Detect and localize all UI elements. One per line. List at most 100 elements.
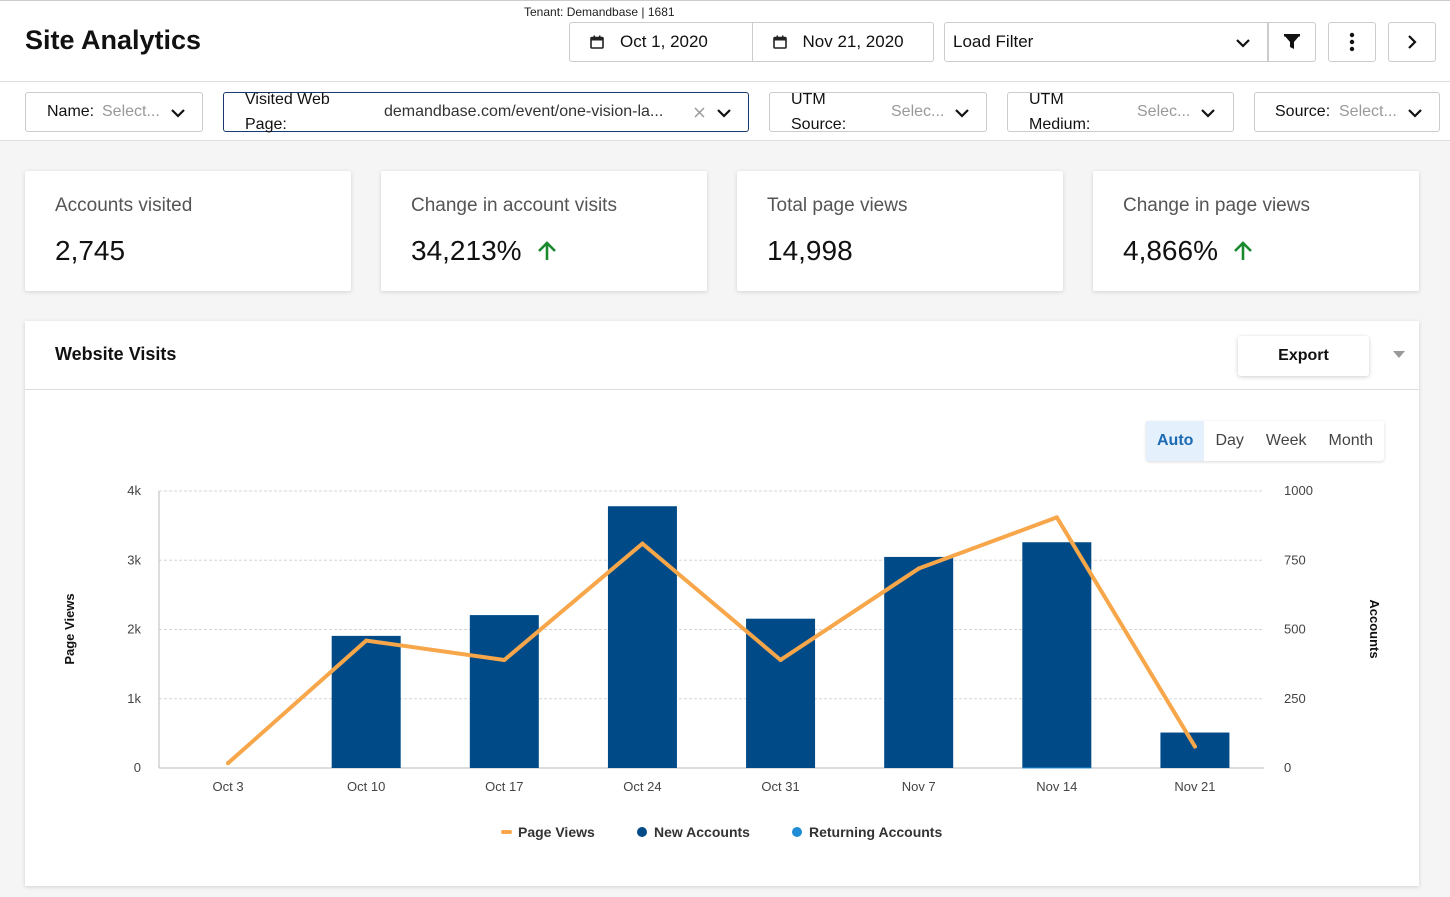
kpi-label: Change in account visits: [411, 195, 617, 216]
chevron-right-icon: [1408, 35, 1417, 49]
panel-title: Website Visits: [55, 344, 177, 364]
legend-label: Returning Accounts: [809, 824, 943, 840]
load-filter-select[interactable]: Load Filter: [944, 22, 1268, 62]
panel-menu-caret-icon[interactable]: [1393, 351, 1405, 358]
source-filter-label: Source:: [1275, 103, 1331, 120]
calendar-icon: [772, 35, 787, 49]
utm-medium-value: Selec...: [1137, 103, 1191, 120]
x-tick-label: Oct 10: [347, 779, 385, 794]
y-right-tick-label: 1000: [1284, 483, 1313, 498]
x-tick-label: Nov 7: [902, 779, 936, 794]
point-page-views: [640, 541, 645, 546]
kpi-value: 2,745: [55, 235, 126, 266]
kpi-value-row: 4,866%: [1123, 235, 1254, 267]
y-left-axis-title: Page Views: [62, 593, 77, 664]
x-tick-label: Nov 21: [1174, 779, 1215, 794]
website-visits-chart: 0 0 1k 250 2k 500 3k 750 4k 1000 Page Views Account…: [62, 483, 1382, 794]
kpi-label: Change in page views: [1123, 195, 1310, 216]
filter-icon: [1284, 34, 1300, 49]
point-page-views: [226, 761, 231, 766]
y-left-tick-label: 1k: [127, 691, 141, 706]
bar-new-accounts: [331, 635, 401, 768]
start-date-field[interactable]: Oct 1, 2020: [570, 23, 752, 61]
granularity-month[interactable]: Month: [1328, 432, 1373, 449]
kpi-value: 34,213%: [411, 235, 522, 266]
point-page-views: [916, 566, 921, 571]
next-button[interactable]: [1388, 22, 1436, 62]
chevron-down-icon: [1408, 109, 1422, 118]
y-right-tick-label: 0: [1284, 760, 1291, 775]
x-tick-label: Oct 3: [213, 779, 244, 794]
utm-source-filter[interactable]: UTM Source: Selec...: [769, 91, 987, 133]
granularity-week[interactable]: Week: [1265, 432, 1307, 449]
visited-page-label-line1: Visited Web: [245, 91, 330, 108]
kpi-value: 4,866%: [1123, 235, 1218, 266]
legend-label: New Accounts: [654, 824, 750, 840]
calendar-icon: [590, 35, 604, 49]
bar-new-accounts: [1160, 732, 1230, 768]
name-filter-label: Name:: [47, 103, 95, 120]
date-range-picker[interactable]: Oct 1, 2020 Nov 21, 2020: [569, 22, 934, 62]
x-tick-label: Oct 24: [623, 779, 661, 794]
kpi-value-row: 14,998: [767, 235, 853, 267]
legend-swatch: [637, 827, 647, 837]
y-right-tick-label: 250: [1284, 691, 1306, 706]
page-header: Site Analytics Tenant: Demandbase | 1681…: [0, 0, 1450, 82]
point-page-views: [778, 657, 783, 662]
name-filter[interactable]: Name: Select...: [25, 92, 203, 132]
more-options-button[interactable]: [1328, 22, 1376, 62]
tenant-label: Tenant: Demandbase | 1681: [524, 5, 675, 19]
y-left-tick-label: 3k: [127, 552, 141, 567]
more-vertical-icon: [1349, 32, 1355, 52]
kpi-label: Total page views: [767, 195, 908, 216]
point-page-views: [502, 657, 507, 662]
chevron-down-icon: [955, 109, 969, 118]
name-filter-value: Select...: [102, 103, 160, 120]
website-visits-panel: Website Visits Export Auto Day Week Mont…: [25, 321, 1419, 886]
source-filter-value: Select...: [1339, 103, 1397, 120]
granularity-auto[interactable]: Auto: [1146, 421, 1205, 461]
kpi-value: 14,998: [767, 235, 853, 266]
chevron-down-icon: [1236, 39, 1250, 48]
legend-returning-accounts[interactable]: Returning Accounts: [792, 824, 942, 840]
filter-bar: Name: Select... Visited Web Page: demand…: [0, 82, 1450, 141]
kpi-card-accounts-visited: Accounts visited 2,745: [25, 171, 351, 291]
bar-returning-accounts: [1022, 767, 1092, 769]
x-tick-label: Oct 31: [761, 779, 799, 794]
filter-button[interactable]: [1268, 22, 1316, 62]
utm-source-label-line2: Source:: [791, 116, 847, 133]
bar-new-accounts: [607, 506, 677, 768]
legend-label: Page Views: [518, 824, 595, 840]
visited-page-filter[interactable]: Visited Web Page: demandbase.com/event/o…: [223, 91, 749, 133]
source-filter[interactable]: Source: Select...: [1254, 92, 1440, 132]
y-left-tick-label: 2k: [127, 622, 141, 637]
granularity-day[interactable]: Day: [1215, 432, 1244, 449]
chevron-down-icon: [1201, 109, 1215, 118]
load-filter-label: Load Filter: [953, 32, 1034, 51]
arrow-up-icon: [1234, 241, 1252, 260]
legend-page-views[interactable]: Page Views: [501, 824, 595, 840]
kpi-label: Accounts visited: [55, 195, 193, 216]
kpi-card-change-account-visits: Change in account visits 34,213%: [381, 171, 707, 291]
utm-source-label-line1: UTM: [791, 91, 826, 108]
utm-medium-label-line2: Medium:: [1029, 116, 1091, 133]
legend-swatch: [501, 830, 512, 834]
bar-new-accounts: [884, 556, 954, 768]
utm-medium-filter[interactable]: UTM Medium: Selec...: [1007, 91, 1234, 133]
chevron-down-icon: [171, 109, 185, 118]
legend-swatch: [792, 827, 802, 837]
start-date-value: Oct 1, 2020: [620, 32, 708, 51]
kpi-card-total-page-views: Total page views 14,998: [737, 171, 1063, 291]
end-date-field[interactable]: Nov 21, 2020: [751, 23, 934, 61]
export-button[interactable]: Export: [1238, 336, 1369, 376]
utm-source-value: Selec...: [891, 103, 945, 120]
clear-icon[interactable]: [694, 107, 705, 118]
legend-new-accounts[interactable]: New Accounts: [637, 824, 750, 840]
line-page-views: [226, 515, 1197, 766]
point-page-views: [1054, 515, 1059, 520]
y-right-tick-label: 750: [1284, 552, 1306, 567]
panel-divider: [25, 389, 1419, 390]
utm-medium-label-line1: UTM: [1029, 91, 1064, 108]
kpi-card-change-page-views: Change in page views 4,866%: [1093, 171, 1419, 291]
kpi-value-row: 34,213%: [411, 235, 558, 267]
